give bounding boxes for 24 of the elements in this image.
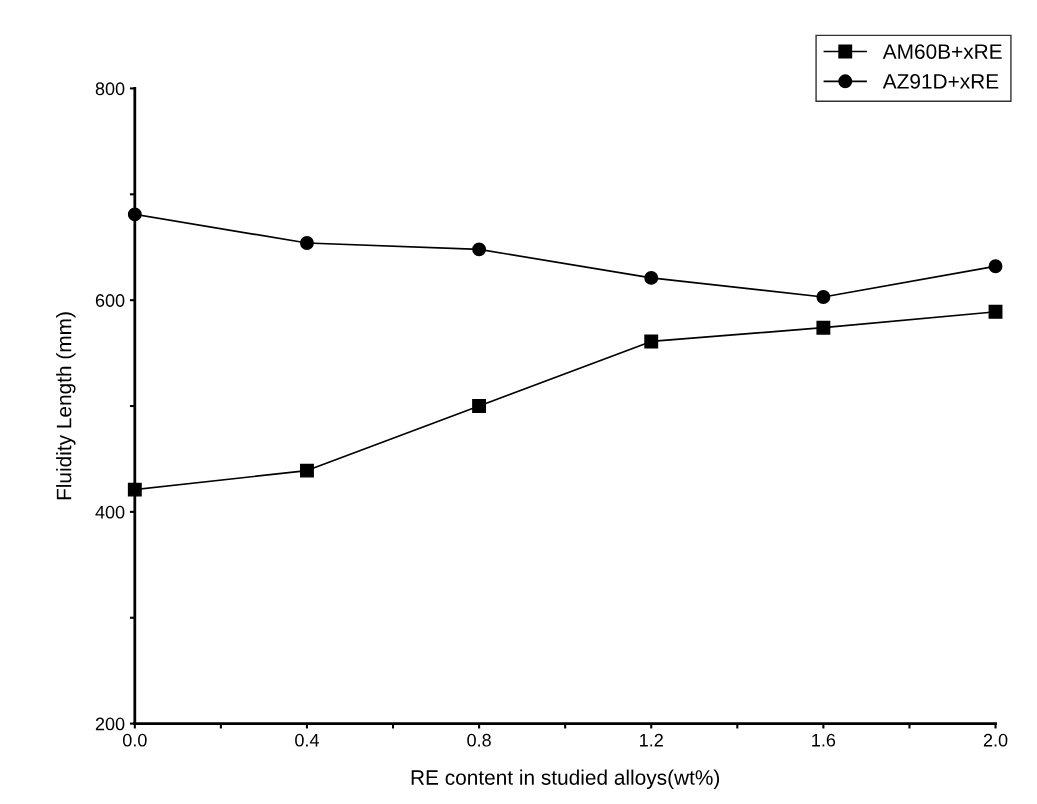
x-tick-label: 2.0 — [983, 733, 1008, 747]
x-tick-label: 0.4 — [295, 733, 319, 747]
y-tick-label: 400 — [95, 505, 125, 519]
legend-label: AM60B+xRE — [882, 44, 1002, 59]
y-tick-label: 600 — [95, 294, 125, 307]
x-tick-label: 0.0 — [122, 733, 147, 747]
legend-label: AZ91D+xRE — [882, 74, 999, 89]
x-tick-label: 1.2 — [640, 733, 663, 747]
point — [300, 463, 314, 478]
point — [644, 334, 659, 349]
point — [988, 259, 1003, 274]
y-tick-label: 200 — [95, 717, 125, 731]
point — [472, 242, 487, 257]
y-axis-title: Fluidity Length (mm) — [56, 312, 76, 500]
x-tick-label: 0.8 — [467, 733, 491, 747]
point — [816, 320, 831, 335]
x-tick-label: 1.6 — [812, 733, 836, 747]
point — [644, 270, 659, 285]
point — [300, 236, 314, 250]
point — [988, 304, 1003, 319]
point — [816, 290, 831, 304]
y-tick-label: 800 — [95, 82, 125, 96]
point — [472, 399, 487, 413]
x-axis-title: RE content in studied alloys(wt%) — [411, 769, 720, 790]
